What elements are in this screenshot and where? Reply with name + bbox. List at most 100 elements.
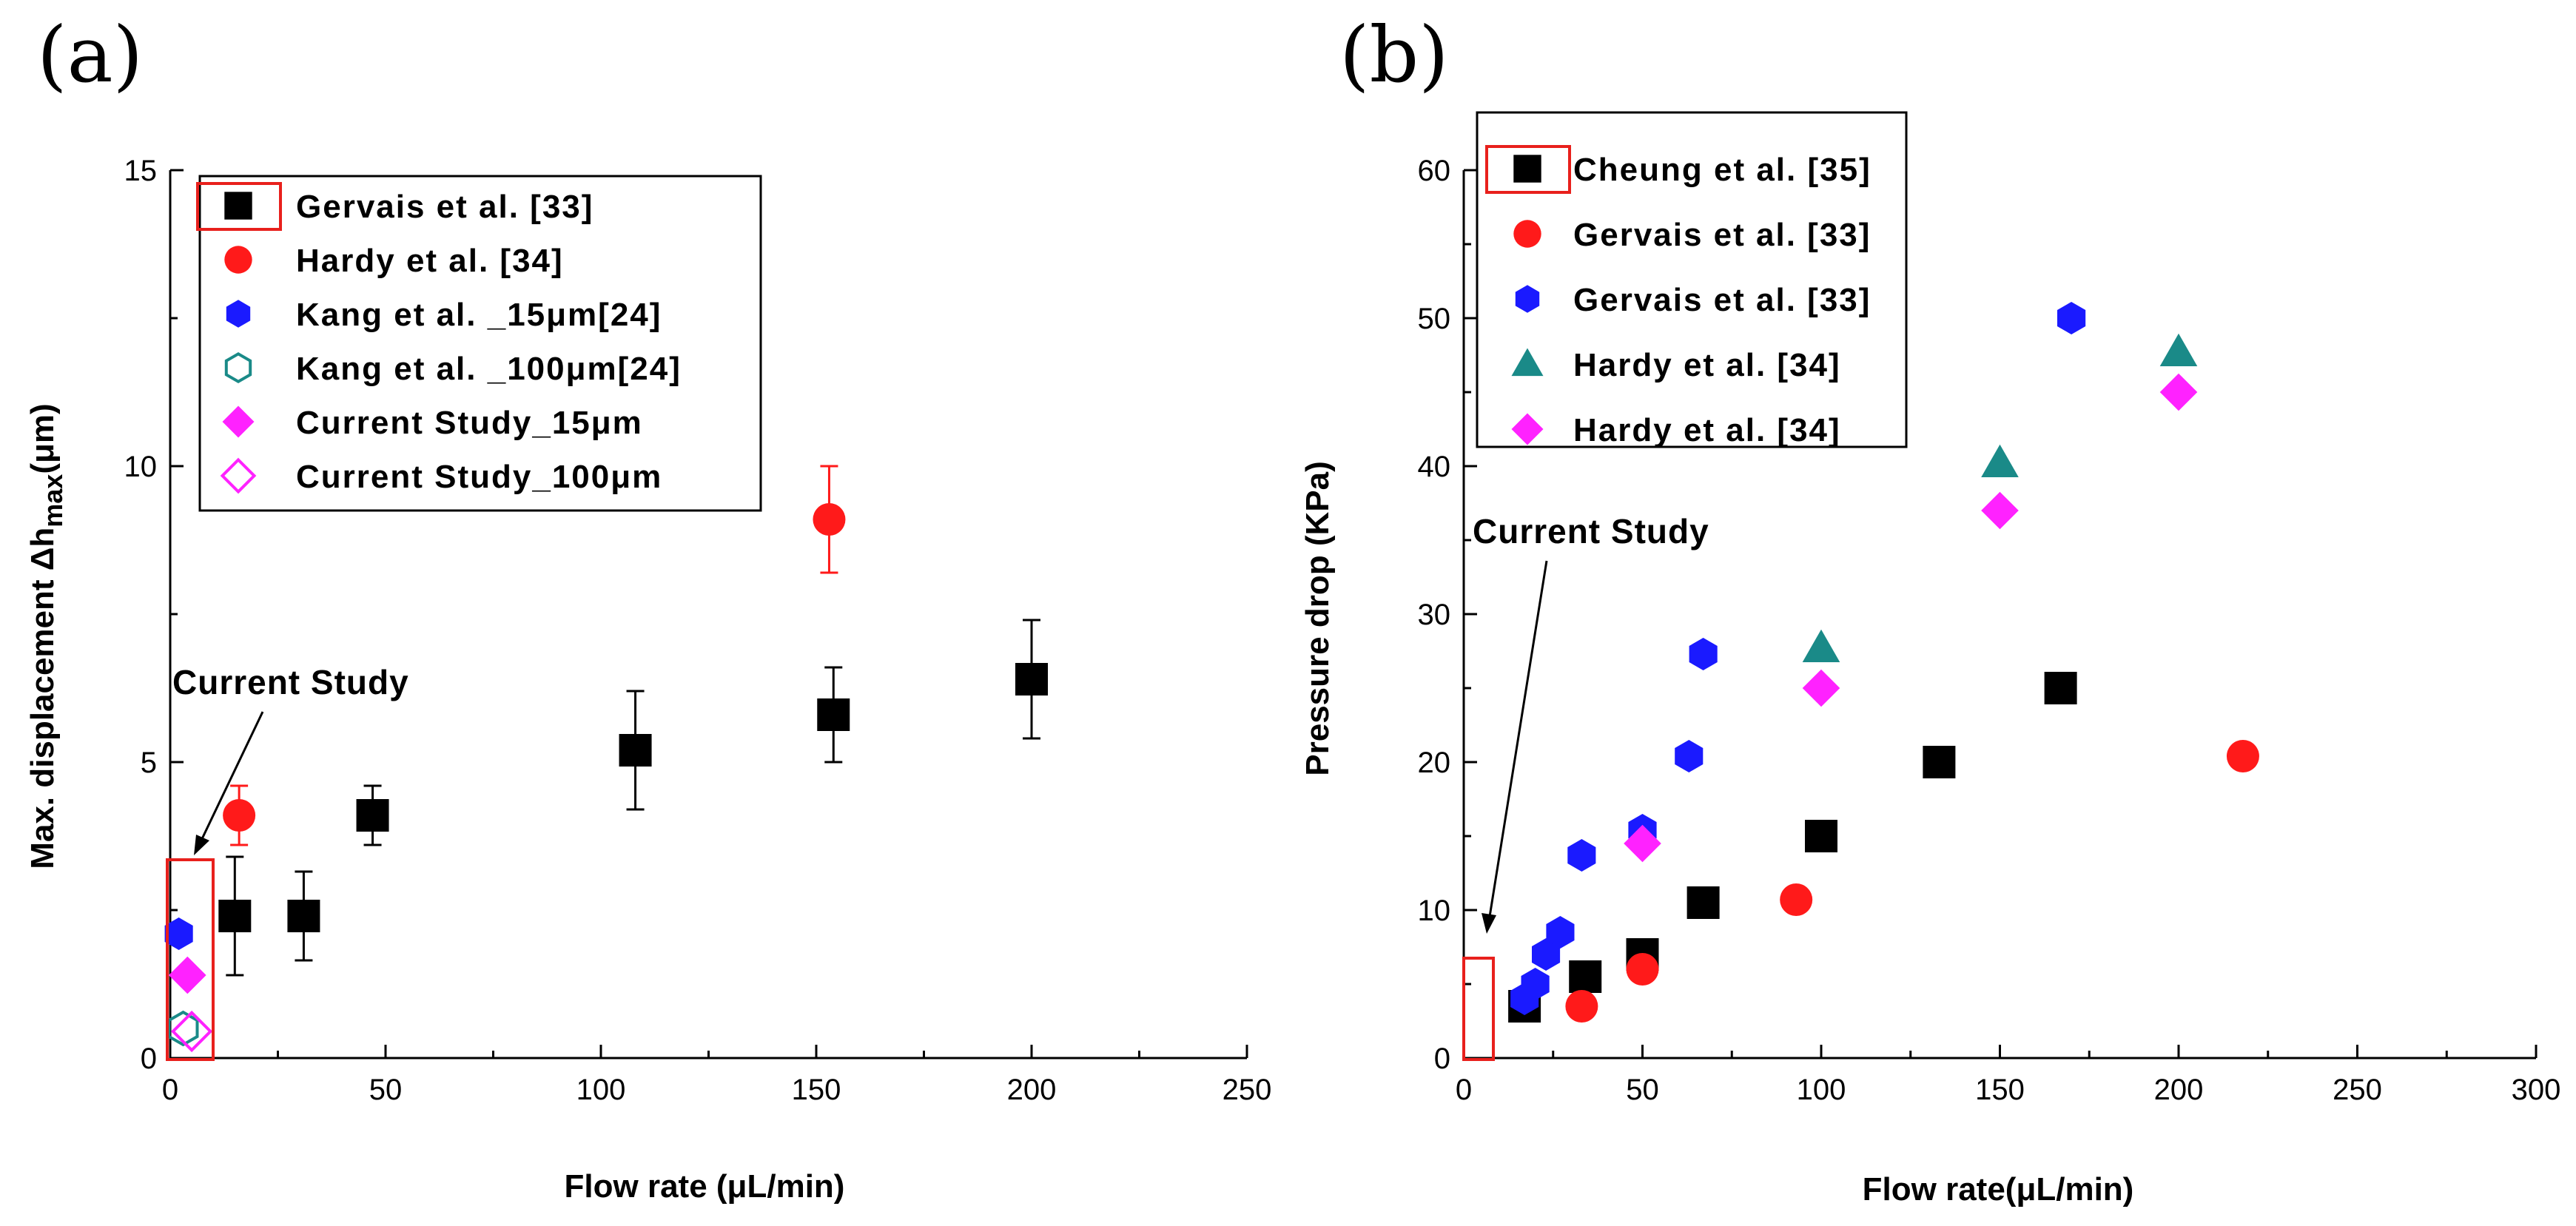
x-tick-label: 200 bbox=[2154, 1074, 2204, 1106]
data-point bbox=[1805, 820, 1837, 852]
panel-b-arrowhead bbox=[1482, 913, 1496, 934]
y-tick-label: 15 bbox=[124, 155, 158, 187]
panel-a-marks bbox=[164, 465, 1048, 1053]
y-tick-label: 40 bbox=[1418, 451, 1451, 483]
panel-a-chart: (a) 0 50 100 150 200 250 0 5 10 15 Gervais et al.… bbox=[24, 10, 1271, 1205]
panel-b-marks bbox=[1508, 302, 2259, 1023]
series-3 bbox=[167, 1010, 199, 1047]
panel-a-highlight-box bbox=[166, 858, 215, 1061]
data-point bbox=[287, 900, 320, 932]
data-point bbox=[1780, 883, 1813, 916]
panel-b-chart: (b) 0 50 100 150 200 250 300 0 10 20 30 40 50 60 Cheu… bbox=[1299, 10, 2560, 1208]
data-point bbox=[1624, 824, 1661, 863]
data-point bbox=[164, 917, 193, 950]
panel-b-x-axis-title: Flow rate(μL/min) bbox=[1863, 1171, 2134, 1208]
legend-highlight-box bbox=[196, 182, 282, 231]
legend-marker bbox=[224, 351, 252, 384]
legend-marker bbox=[224, 192, 252, 220]
legend-marker bbox=[226, 300, 251, 328]
panel-a-annotation-arrow bbox=[198, 711, 264, 844]
y-tick-label: 20 bbox=[1418, 747, 1451, 779]
legend-box bbox=[198, 175, 762, 512]
legend-label: Gervais et al. [33] bbox=[296, 189, 593, 225]
data-point bbox=[1532, 938, 1561, 971]
data-point bbox=[167, 1010, 199, 1047]
legend-marker bbox=[220, 457, 257, 494]
panel-b-annotation-arrow bbox=[1487, 560, 1548, 922]
data-point bbox=[223, 799, 256, 832]
x-tick-label: 250 bbox=[1223, 1074, 1272, 1106]
panel-a-annotation: Current Study bbox=[172, 663, 409, 701]
data-point bbox=[168, 956, 206, 994]
y-tick-label: 10 bbox=[1418, 895, 1451, 927]
y-tick-label: 50 bbox=[1418, 303, 1451, 335]
data-point bbox=[1686, 886, 1720, 919]
data-point bbox=[218, 900, 252, 932]
data-point bbox=[1567, 839, 1596, 872]
legend-label: Kang et al. _100μm[24] bbox=[296, 351, 682, 387]
series-5 bbox=[170, 1010, 213, 1053]
data-point bbox=[2159, 373, 2198, 411]
data-point bbox=[1981, 491, 2019, 530]
data-point bbox=[2044, 672, 2077, 704]
data-point bbox=[1689, 638, 1718, 670]
panel-a-label: (a) bbox=[37, 10, 143, 100]
data-point bbox=[2057, 302, 2086, 334]
panel-a-arrowhead bbox=[194, 835, 209, 855]
data-point bbox=[1802, 629, 1840, 662]
data-point bbox=[356, 799, 389, 832]
panel-b-annotation: Current Study bbox=[1473, 512, 1709, 550]
legend-label: Hardy et al. [34] bbox=[1573, 347, 1841, 383]
series-0 bbox=[218, 619, 1048, 977]
x-tick-label: 0 bbox=[162, 1074, 178, 1106]
series-2 bbox=[164, 917, 193, 950]
legend-label: Hardy et al. [34] bbox=[296, 243, 564, 279]
panel-a-axes: 0 50 100 150 200 250 0 5 10 15 bbox=[124, 155, 1272, 1106]
x-tick-label: 150 bbox=[1975, 1074, 2025, 1106]
panel-b-highlight-box bbox=[1462, 957, 1495, 1061]
panel-a-y-axis-title: Max. displacement Δhmax(μm) bbox=[24, 403, 68, 869]
data-point bbox=[1981, 444, 2019, 477]
legend-marker bbox=[1511, 348, 1544, 377]
data-point bbox=[1626, 953, 1659, 986]
legend-marker bbox=[1515, 285, 1540, 313]
x-tick-label: 200 bbox=[1007, 1074, 1057, 1106]
data-point bbox=[170, 1010, 213, 1053]
data-point bbox=[1802, 669, 1840, 707]
legend-highlight-box bbox=[1485, 145, 1571, 194]
data-point bbox=[813, 503, 846, 536]
y-tick-label: 0 bbox=[1434, 1043, 1450, 1075]
series-1 bbox=[1565, 740, 2259, 1023]
legend-label: Kang et al. _15μm[24] bbox=[296, 297, 662, 333]
data-point bbox=[1565, 990, 1598, 1023]
panel-a-x-axis-title: Flow rate (μL/min) bbox=[565, 1168, 845, 1205]
legend-marker bbox=[224, 246, 252, 274]
legend-label: Current Study_15μm bbox=[296, 405, 643, 441]
legend-marker bbox=[222, 405, 255, 438]
legend-marker bbox=[1513, 155, 1541, 183]
panel-a-legend: Gervais et al. [33] Hardy et al. [34] Kang… bbox=[196, 175, 762, 512]
data-point bbox=[1521, 968, 1550, 1000]
x-tick-label: 100 bbox=[1797, 1074, 1846, 1106]
legend-marker bbox=[1513, 220, 1541, 248]
series-3 bbox=[1802, 333, 2198, 662]
legend-label: Gervais et al. [33] bbox=[1573, 217, 1871, 253]
series-2 bbox=[1510, 302, 2086, 1015]
legend-marker bbox=[1511, 413, 1544, 445]
y-tick-label: 5 bbox=[141, 747, 157, 779]
x-tick-label: 300 bbox=[2512, 1074, 2561, 1106]
x-tick-label: 50 bbox=[369, 1074, 403, 1106]
data-point bbox=[2159, 333, 2198, 366]
data-point bbox=[619, 734, 652, 767]
legend-label: Hardy et al. [34] bbox=[1573, 412, 1841, 448]
y-tick-label: 60 bbox=[1418, 155, 1451, 187]
data-point bbox=[1569, 960, 1602, 993]
data-point bbox=[1015, 663, 1048, 695]
panel-b-axes: 0 50 100 150 200 250 300 0 10 20 30 40 50 60 bbox=[1418, 155, 2561, 1106]
data-point bbox=[1923, 746, 1956, 778]
series-1 bbox=[223, 465, 846, 846]
data-point bbox=[1546, 916, 1575, 949]
x-tick-label: 50 bbox=[1626, 1074, 1659, 1106]
x-tick-label: 150 bbox=[792, 1074, 841, 1106]
